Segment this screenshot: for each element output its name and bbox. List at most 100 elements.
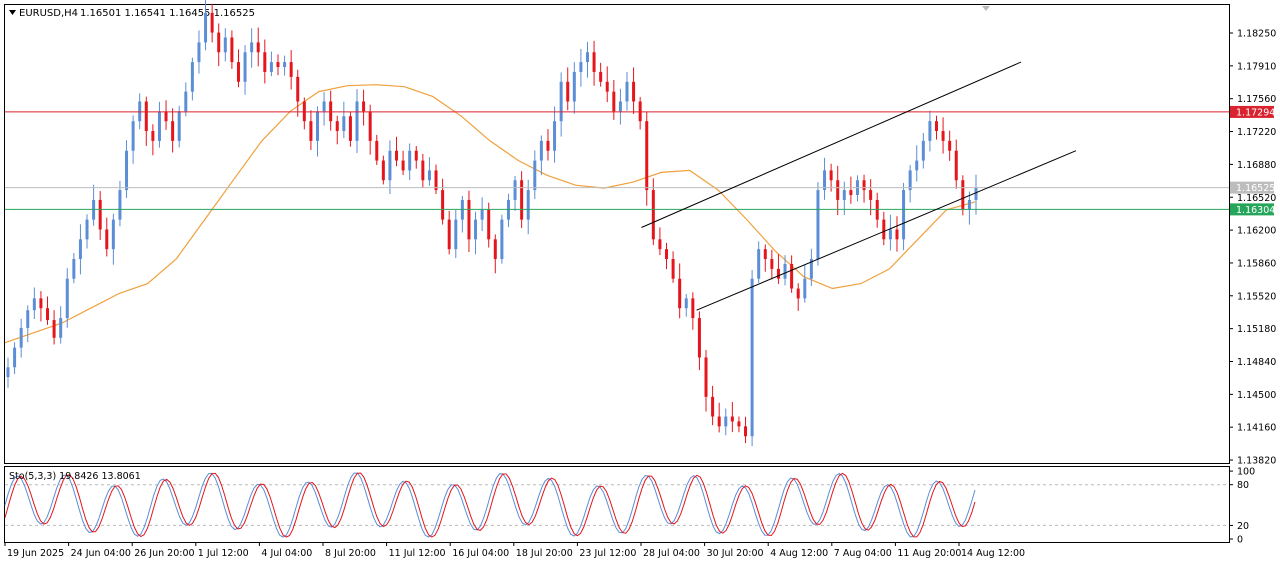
candle [559,72,563,137]
candle [651,178,655,246]
candle [895,216,899,252]
candle-body [39,298,43,309]
candle-body [98,199,102,230]
channel-upper-line[interactable] [641,61,1022,228]
candle [763,244,767,272]
candle-body [401,160,405,171]
candle-body [26,310,30,328]
candle [572,62,576,114]
candle [26,305,30,343]
candle-body [842,190,846,200]
trend-channel[interactable] [641,61,1077,311]
candle [177,105,181,148]
candle-body [750,278,754,437]
candle [849,176,853,204]
candle-body [256,42,260,53]
candle-body [678,278,682,309]
candle [776,254,780,284]
candle-body [592,52,596,72]
candle-body [177,111,181,141]
candle [46,296,50,325]
price-tick-label: 1.15180 [1237,324,1276,335]
candle [217,23,221,67]
candle [961,175,965,216]
candle [520,171,524,229]
candle-body [250,42,254,53]
candle-body [19,327,23,348]
candle [625,71,629,111]
candle-body [697,318,701,358]
candle [65,268,69,328]
candle-body [105,229,109,250]
candle [612,79,616,120]
candle [757,241,761,283]
candle [487,202,491,248]
candle [809,248,813,286]
candle-body [230,37,234,63]
time-axis[interactable]: 19 Jun 2025 24 Jun 04:00 26 Jun 20:00 1 Jul… [4,542,1025,559]
candle [230,30,234,69]
candle-body [941,131,945,141]
candle-body [276,62,280,68]
price-tick-label: 1.13820 [1237,456,1276,467]
candle-body [915,160,919,171]
candle [921,132,925,169]
candle [144,96,148,146]
candle [151,124,155,156]
time-tick-label: 24 Jun 04:00 [71,548,131,559]
candle-body [322,101,326,112]
candle-body [315,111,319,141]
candle-body [381,160,385,181]
price-line-label: 1.17294 [1236,107,1275,118]
candle-body [849,190,853,196]
candle-body [882,219,886,240]
candle [355,89,359,154]
candle [118,180,122,227]
candle [697,311,701,371]
candle-body [796,288,800,299]
candle [711,385,715,426]
candle [184,82,188,117]
candle [836,165,840,216]
candle [78,224,82,275]
candle-body [783,263,787,279]
scroll-marker-icon[interactable] [982,6,990,11]
stoch-signal-line [4,472,976,538]
candle [823,157,827,200]
candle-body [164,111,168,122]
price-axis[interactable]: 1.18250 1.17910 1.17560 1.17220 1.16880 1.165… [1229,29,1276,467]
symbol-dropdown-icon[interactable] [9,10,16,15]
candle-body [691,298,695,319]
stoch-label: Sto(5,3,3) 19.8426 13.8061 [9,471,141,482]
candle-body [539,140,543,161]
candle-body [283,62,287,68]
candle-body [658,239,662,250]
candle [263,39,267,84]
candle-body [526,190,530,220]
candle [783,255,787,286]
candle-body [480,209,484,220]
candle [105,217,109,257]
ma-path [4,84,976,344]
candle [474,211,478,255]
candle [322,92,326,126]
candle-body [388,150,392,181]
price-tick-label: 1.14500 [1237,390,1276,401]
candle [72,252,76,284]
candle-body [72,259,76,279]
candle-body [744,426,748,437]
candle-body [335,121,339,132]
candle-body [500,219,504,260]
candle-body [184,91,188,112]
candle-body [427,170,431,181]
horizontal-lines[interactable] [5,111,1229,210]
candle [493,234,497,274]
candle-body [776,268,780,279]
candle-body [559,81,563,122]
candle [6,357,10,388]
candle-body [151,131,155,141]
channel-lower-line[interactable] [696,150,1077,311]
candle-body [487,209,491,240]
time-tick-label: 19 Jun 2025 [7,548,64,559]
